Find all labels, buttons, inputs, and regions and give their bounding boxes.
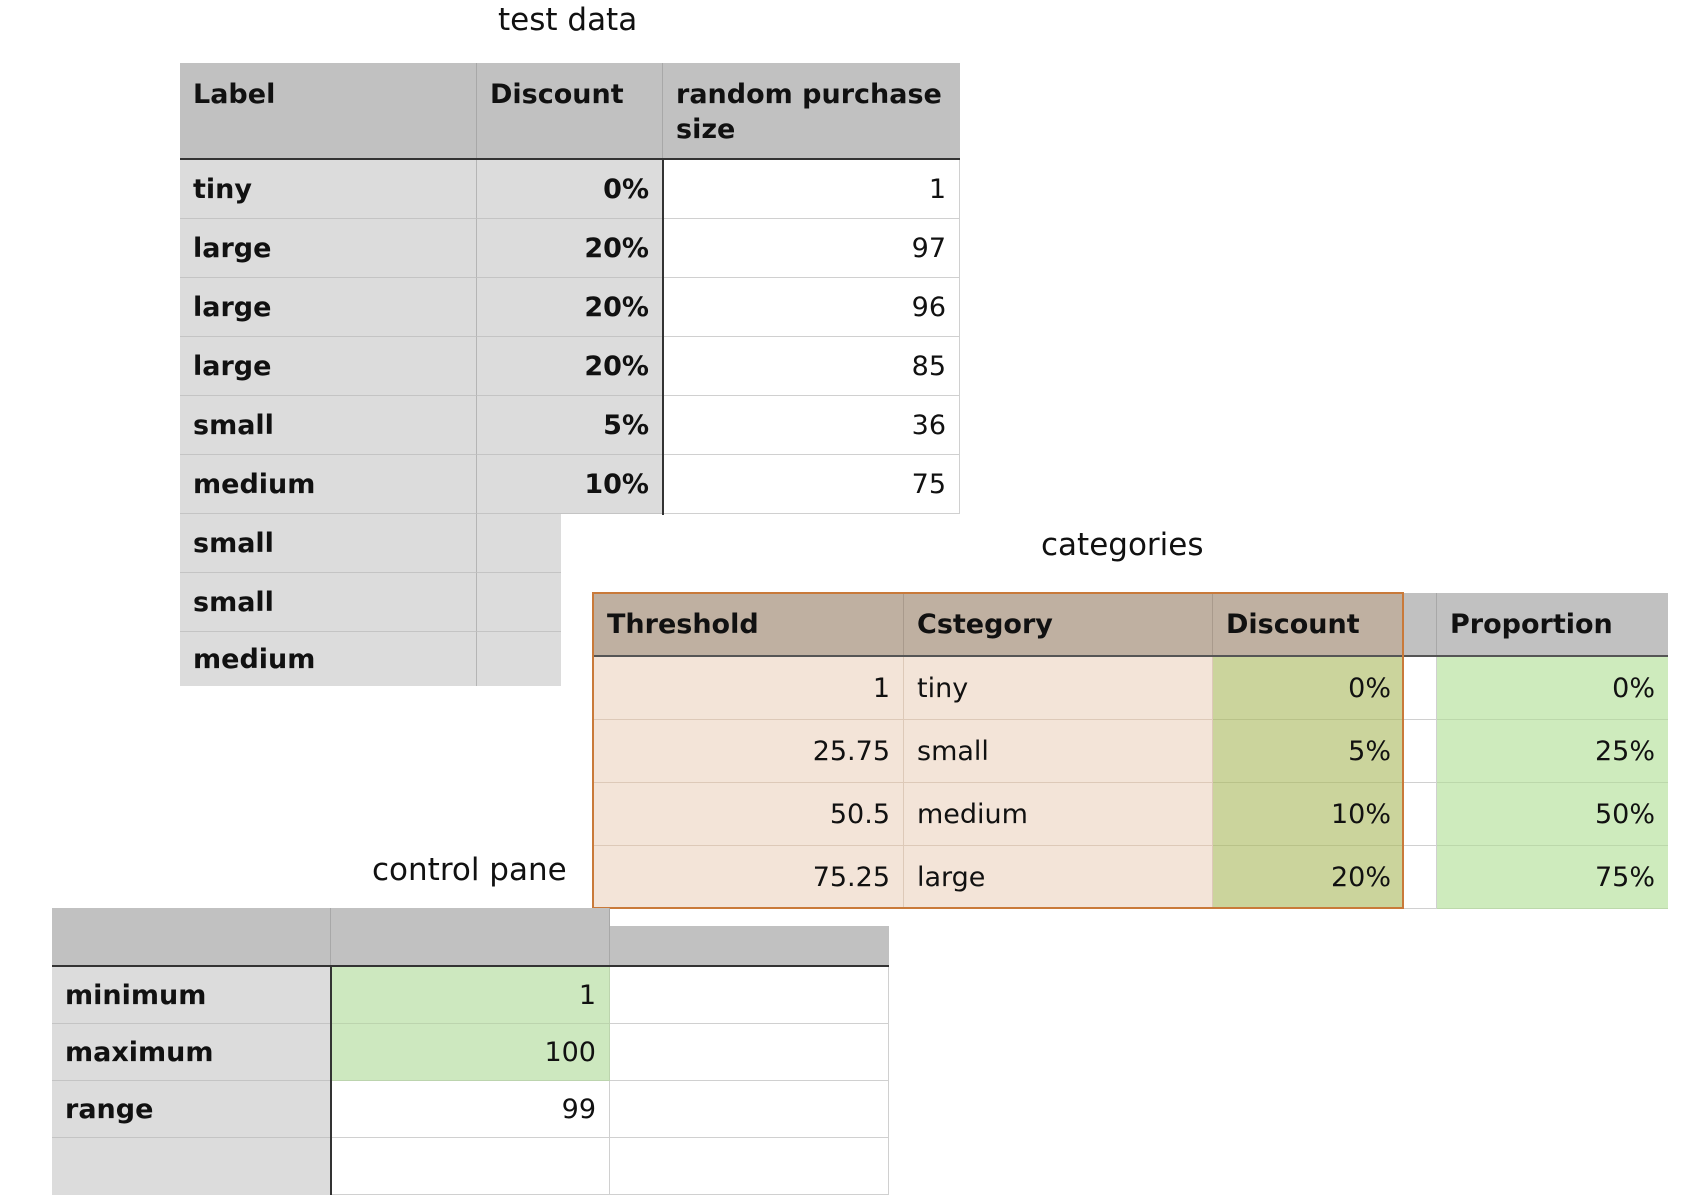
table-row-extra[interactable]: [610, 1024, 889, 1081]
table-row-spacer[interactable]: [1404, 846, 1437, 909]
table-row-discount[interactable]: 20%: [477, 278, 663, 337]
table-row-value[interactable]: 1: [331, 967, 610, 1024]
table-row-category[interactable]: large: [904, 846, 1213, 909]
table-row-proportion[interactable]: 50%: [1437, 783, 1668, 846]
table-row-threshold[interactable]: 50.5: [594, 783, 904, 846]
table-row-label[interactable]: large: [180, 337, 477, 396]
table-row-label[interactable]: small: [180, 396, 477, 455]
table-row-value[interactable]: [331, 1138, 610, 1195]
table-row-label[interactable]: medium: [180, 455, 477, 514]
table-row-size[interactable]: 75: [663, 455, 960, 514]
table-row-category[interactable]: medium: [904, 783, 1213, 846]
table-row-size[interactable]: 85: [663, 337, 960, 396]
table-row-size[interactable]: 36: [663, 396, 960, 455]
table-row-discount[interactable]: [477, 514, 561, 573]
column-header-discount[interactable]: Discount: [1213, 593, 1404, 656]
column-divider: [330, 967, 332, 1195]
table-row-spacer[interactable]: [1404, 783, 1437, 846]
column-header-label[interactable]: Label: [180, 63, 477, 159]
table-row-discount[interactable]: 0%: [1213, 657, 1404, 720]
column-header-proportion[interactable]: Proportion: [1437, 593, 1668, 656]
table-row-discount[interactable]: [477, 573, 561, 632]
table-row-value[interactable]: 99: [331, 1081, 610, 1138]
table-row-threshold[interactable]: 25.75: [594, 720, 904, 783]
column-header-discount[interactable]: Discount: [477, 63, 663, 159]
table-row-discount[interactable]: 20%: [477, 219, 663, 278]
table-row-label[interactable]: medium: [180, 632, 477, 686]
categories-title: categories: [1041, 527, 1204, 563]
table-row-label[interactable]: maximum: [52, 1024, 331, 1081]
table-row-discount[interactable]: 5%: [477, 396, 663, 455]
table-row-label[interactable]: [52, 1138, 331, 1195]
table-row-discount[interactable]: [477, 632, 561, 686]
table-row-discount[interactable]: 20%: [477, 337, 663, 396]
header-divider: [594, 655, 1668, 657]
column-divider: [662, 160, 664, 515]
table-row-extra[interactable]: [610, 1081, 889, 1138]
table-row-spacer[interactable]: [1404, 720, 1437, 783]
table-row-spacer[interactable]: [1404, 657, 1437, 720]
table-row-value[interactable]: 100: [331, 1024, 610, 1081]
header-divider: [52, 965, 889, 967]
table-row-threshold[interactable]: 75.25: [594, 846, 904, 909]
column-header-threshold[interactable]: Threshold: [594, 593, 904, 656]
column-header-empty[interactable]: [1404, 593, 1437, 656]
column-header-random-purchase-size[interactable]: random purchase size: [663, 63, 960, 159]
table-row-discount[interactable]: 10%: [1213, 783, 1404, 846]
table-row-discount[interactable]: 10%: [477, 455, 663, 514]
control-pane-title: control pane: [372, 852, 567, 888]
table-row-size[interactable]: 1: [663, 160, 960, 219]
table-row-extra[interactable]: [610, 967, 889, 1024]
column-header-empty[interactable]: [331, 908, 610, 966]
table-row-category[interactable]: small: [904, 720, 1213, 783]
table-row-discount[interactable]: 20%: [1213, 846, 1404, 909]
table-row-proportion[interactable]: 0%: [1437, 657, 1668, 720]
table-row-proportion[interactable]: 75%: [1437, 846, 1668, 909]
table-row-label[interactable]: minimum: [52, 967, 331, 1024]
column-header-empty[interactable]: [52, 908, 331, 966]
table-row-label[interactable]: large: [180, 278, 477, 337]
table-row-size[interactable]: 97: [663, 219, 960, 278]
table-row-discount[interactable]: 0%: [477, 160, 663, 219]
table-row-size[interactable]: 96: [663, 278, 960, 337]
table-row-extra[interactable]: [610, 1138, 889, 1195]
table-row-label[interactable]: large: [180, 219, 477, 278]
column-header-category[interactable]: Cstegory: [904, 593, 1213, 656]
table-row-threshold[interactable]: 1: [594, 657, 904, 720]
test-data-title: test data: [498, 2, 638, 38]
table-row-label[interactable]: small: [180, 573, 477, 632]
table-row-label[interactable]: range: [52, 1081, 331, 1138]
table-row-label[interactable]: small: [180, 514, 477, 573]
column-header-empty[interactable]: [610, 926, 889, 966]
header-divider: [180, 158, 960, 160]
table-row-label[interactable]: tiny: [180, 160, 477, 219]
table-row-category[interactable]: tiny: [904, 657, 1213, 720]
selection-outline: [592, 592, 1404, 909]
table-row-discount[interactable]: 5%: [1213, 720, 1404, 783]
table-row-proportion[interactable]: 25%: [1437, 720, 1668, 783]
